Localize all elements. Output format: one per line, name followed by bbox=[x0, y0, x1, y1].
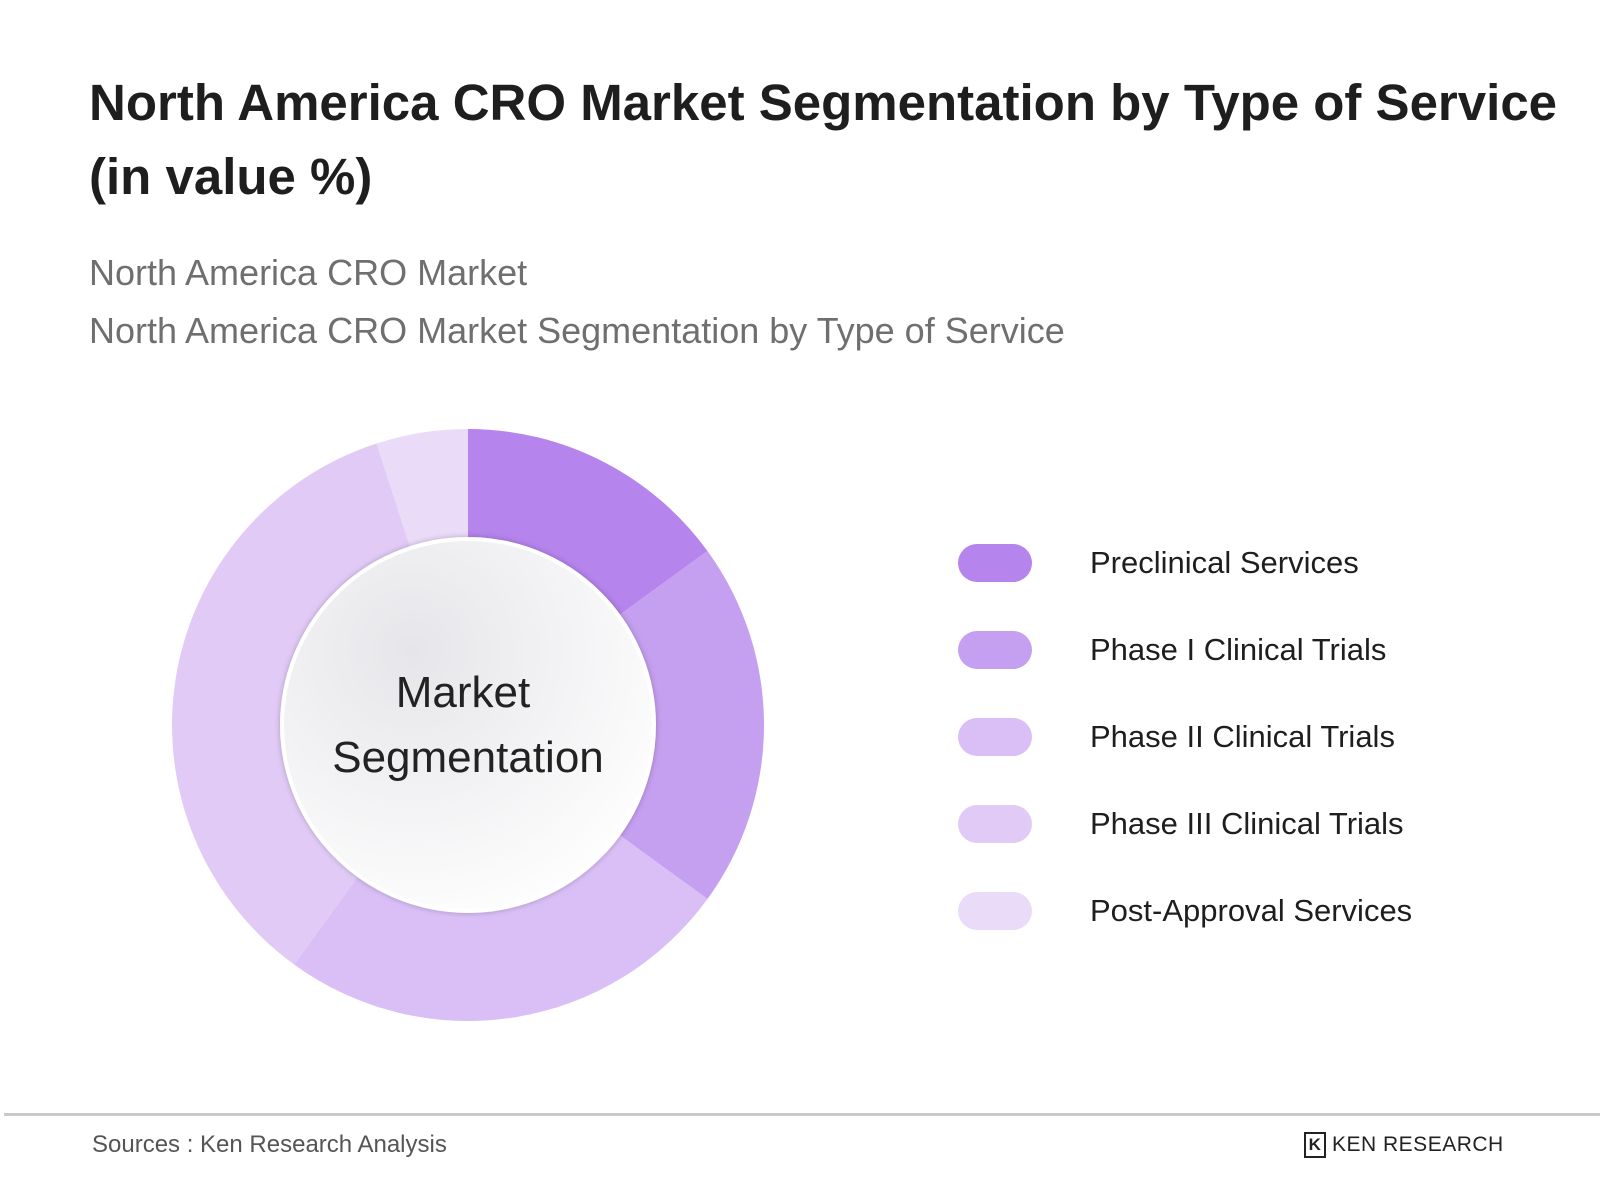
legend-label: Preclinical Services bbox=[1090, 545, 1359, 580]
donut-center bbox=[280, 537, 656, 913]
legend-swatch bbox=[958, 544, 1032, 582]
legend-label: Phase I Clinical Trials bbox=[1090, 632, 1387, 667]
legend-label: Post-Approval Services bbox=[1090, 893, 1413, 928]
legend-swatch bbox=[958, 718, 1032, 756]
logo-text: KEN RESEARCH bbox=[1332, 1133, 1504, 1156]
legend-item: Phase III Clinical Trials bbox=[958, 804, 1404, 844]
legend-label: Phase II Clinical Trials bbox=[1090, 719, 1395, 754]
donut-chart: Market Segmentation bbox=[171, 429, 765, 1021]
legend-item: Phase II Clinical Trials bbox=[958, 717, 1395, 757]
center-label-line2: Segmentation bbox=[332, 733, 604, 782]
legend-swatch bbox=[958, 805, 1032, 843]
legend-swatch bbox=[958, 631, 1032, 669]
source-note: Sources : Ken Research Analysis bbox=[92, 1131, 447, 1158]
ken-research-logo: K KEN RESEARCH bbox=[1304, 1132, 1504, 1158]
subtitle-market: North America CRO Market bbox=[89, 252, 528, 293]
legend-item: Preclinical Services bbox=[958, 543, 1359, 583]
subtitle-segmentation: North America CRO Market Segmentation by… bbox=[89, 310, 1065, 351]
legend-item: Phase I Clinical Trials bbox=[958, 630, 1386, 670]
center-label-line1: Market bbox=[396, 668, 530, 717]
legend-label: Phase III Clinical Trials bbox=[1090, 806, 1404, 841]
footer-divider bbox=[4, 1113, 1600, 1116]
chart-title: North America CRO Market Segmentation by… bbox=[89, 74, 1558, 205]
logo-k-icon: K bbox=[1304, 1132, 1326, 1158]
legend-swatch bbox=[958, 892, 1032, 930]
legend-item: Post-Approval Services bbox=[958, 891, 1412, 931]
